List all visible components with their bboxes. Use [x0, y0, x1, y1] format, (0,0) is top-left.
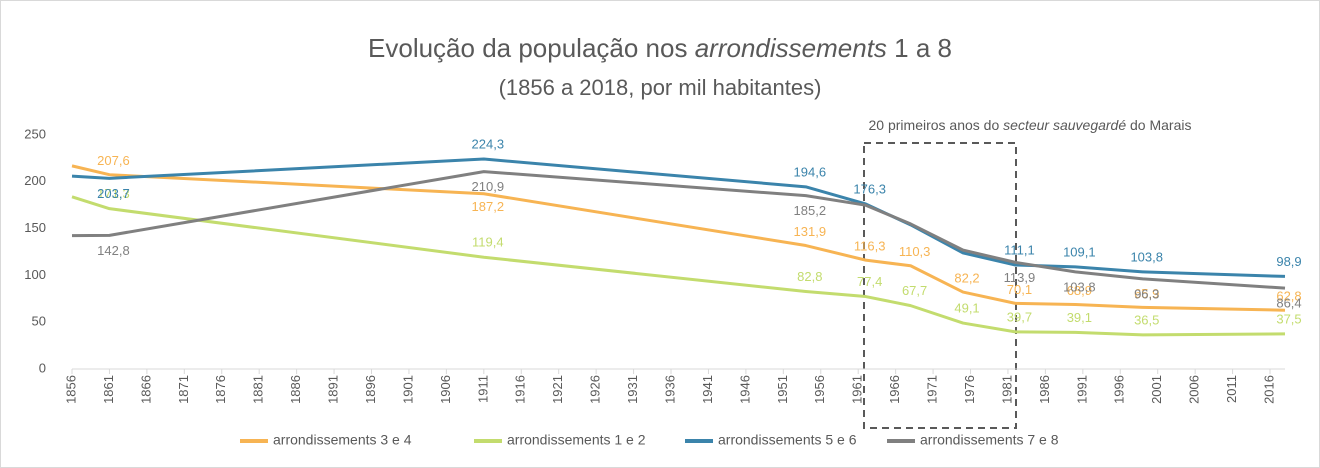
data-label: 119,4 [472, 235, 504, 250]
series-line [71, 170, 1286, 290]
x-tick-label: 1906 [438, 375, 453, 404]
x-tick-label: 1856 [63, 375, 78, 404]
data-label: 131,9 [794, 224, 827, 239]
x-tick-label: 1936 [662, 375, 677, 404]
data-label: 37,5 [1276, 311, 1301, 326]
x-tick-label: 1966 [887, 375, 902, 404]
y-tick-label: 150 [24, 220, 46, 235]
data-label: 65,9 [1134, 286, 1159, 301]
x-tick-label: 1996 [1112, 375, 1127, 404]
data-label: 171,3 [97, 186, 130, 201]
y-tick-label: 250 [24, 126, 46, 141]
x-tick-label: 1891 [326, 375, 341, 404]
data-label: 49,1 [954, 300, 979, 315]
series-line [71, 195, 1286, 337]
x-tick-label: 1981 [999, 375, 1014, 404]
y-tick-label: 100 [24, 267, 46, 282]
x-tick-label: 2016 [1261, 375, 1276, 404]
y-tick-label: 0 [39, 360, 46, 375]
annotation-part: 20 primeiros anos do [869, 117, 1004, 133]
data-label: 224,3 [472, 136, 505, 151]
legend-label: arrondissements 5 e 6 [718, 432, 857, 448]
data-label: 194,6 [794, 164, 827, 179]
data-label: 210,9 [472, 179, 505, 194]
data-label: 36,5 [1134, 312, 1159, 327]
data-label: 39,7 [1007, 309, 1032, 324]
title-part: arrondissements [695, 33, 887, 63]
x-tick-label: 2006 [1187, 375, 1202, 404]
x-tick-label: 1876 [213, 375, 228, 404]
data-label: 70,1 [1007, 282, 1032, 297]
chart-subtitle: (1856 a 2018, por mil habitantes) [499, 75, 822, 100]
data-label: 62,8 [1276, 289, 1301, 304]
legend-label: arrondissements 7 e 8 [920, 432, 1059, 448]
data-label: 96,3 [1134, 286, 1159, 301]
legend-label: arrondissements 3 e 4 [273, 432, 412, 448]
x-tick-label: 2001 [1149, 375, 1164, 404]
data-label: 98,9 [1276, 254, 1301, 269]
x-tick-label: 1991 [1074, 375, 1089, 404]
data-label: 82,8 [797, 269, 822, 284]
data-label: 187,2 [472, 199, 505, 214]
x-tick-label: 2011 [1224, 375, 1239, 403]
x-tick-label: 1866 [138, 375, 153, 404]
title-part: Evolução da população nos [368, 33, 695, 63]
data-label: 185,2 [794, 203, 827, 218]
x-tick-label: 1946 [737, 375, 752, 404]
annotation: 20 primeiros anos do secteur sauvegardé … [869, 117, 1192, 133]
x-tick-label: 1921 [550, 375, 565, 404]
data-label: 86,4 [1276, 296, 1301, 311]
y-tick-label: 200 [24, 173, 46, 188]
x-tick-label: 1911 [475, 375, 490, 403]
x-tick-label: 1886 [288, 375, 303, 404]
data-label: 103,8 [1130, 249, 1163, 264]
x-tick-label: 1896 [363, 375, 378, 404]
x-tick-label: 1881 [251, 375, 266, 404]
x-tick-label: 1971 [925, 375, 940, 404]
x-tick-label: 1916 [513, 375, 528, 404]
chart-title: Evolução da população nos arrondissement… [368, 33, 952, 63]
highlight-box [863, 142, 1017, 429]
data-label: 82,2 [954, 270, 979, 285]
x-tick-label: 1861 [101, 375, 116, 404]
data-label: 67,7 [902, 283, 927, 298]
title-part: 1 a 8 [887, 33, 952, 63]
x-tick-label: 1926 [588, 375, 603, 404]
data-label: 203,7 [97, 186, 130, 201]
data-label: 39,1 [1067, 310, 1092, 325]
data-label: 110,3 [899, 244, 931, 259]
series-line [71, 164, 1286, 312]
legend-label: arrondissements 1 e 2 [507, 432, 646, 448]
data-label: 68,9 [1067, 283, 1092, 298]
x-tick-label: 1956 [812, 375, 827, 404]
annotation-part: do Marais [1126, 117, 1191, 133]
y-tick-label: 50 [32, 314, 46, 329]
data-label: 116,3 [854, 239, 886, 254]
x-tick-label: 1901 [400, 375, 415, 404]
data-label: 109,1 [1063, 244, 1096, 259]
annotation-part: secteur sauvegardé [1003, 117, 1126, 133]
x-tick-label: 1976 [962, 375, 977, 404]
data-label: 77,4 [857, 274, 882, 289]
x-tick-label: 1986 [1037, 375, 1052, 404]
data-label: 207,6 [97, 153, 130, 168]
x-tick-label: 1871 [176, 375, 191, 404]
x-tick-label: 1941 [700, 375, 715, 404]
x-tick-label: 1951 [775, 375, 790, 404]
data-label: 113,9 [1004, 270, 1036, 285]
x-tick-label: 1961 [850, 375, 865, 404]
data-label: 142,8 [97, 243, 130, 258]
data-label: 176,3 [853, 181, 886, 196]
x-tick-label: 1931 [625, 375, 640, 404]
data-label: 103,8 [1063, 279, 1096, 294]
data-label: 111,1 [1004, 242, 1035, 257]
